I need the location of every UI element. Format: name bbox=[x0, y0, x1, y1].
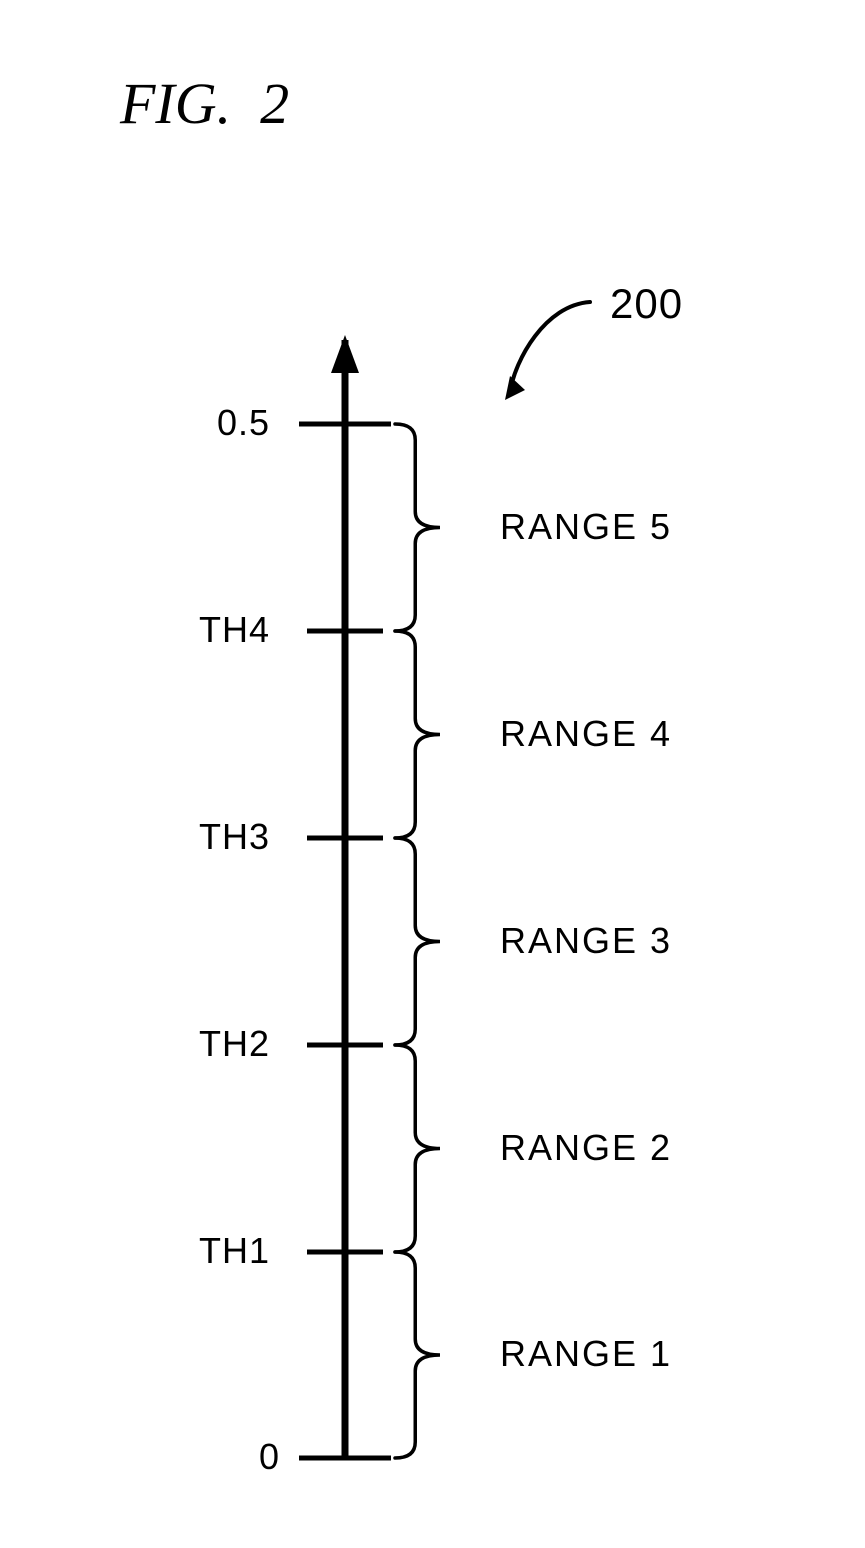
range-label: RANGE 3 bbox=[500, 920, 672, 962]
tick-label: 0 bbox=[240, 1436, 280, 1478]
tick-label: TH3 bbox=[175, 816, 270, 858]
tick-label: TH4 bbox=[175, 609, 270, 651]
tick-label: TH2 bbox=[175, 1023, 270, 1065]
axis-svg bbox=[0, 0, 865, 1548]
range-label: RANGE 5 bbox=[500, 506, 672, 548]
range-label: RANGE 1 bbox=[500, 1333, 672, 1375]
range-label: RANGE 2 bbox=[500, 1127, 672, 1169]
tick-label: 0.5 bbox=[180, 402, 270, 444]
range-label: RANGE 4 bbox=[500, 713, 672, 755]
figure-page: FIG. 2 200 0.5TH4TH3TH2TH10RANGE 5RANGE … bbox=[0, 0, 865, 1548]
tick-label: TH1 bbox=[175, 1230, 270, 1272]
